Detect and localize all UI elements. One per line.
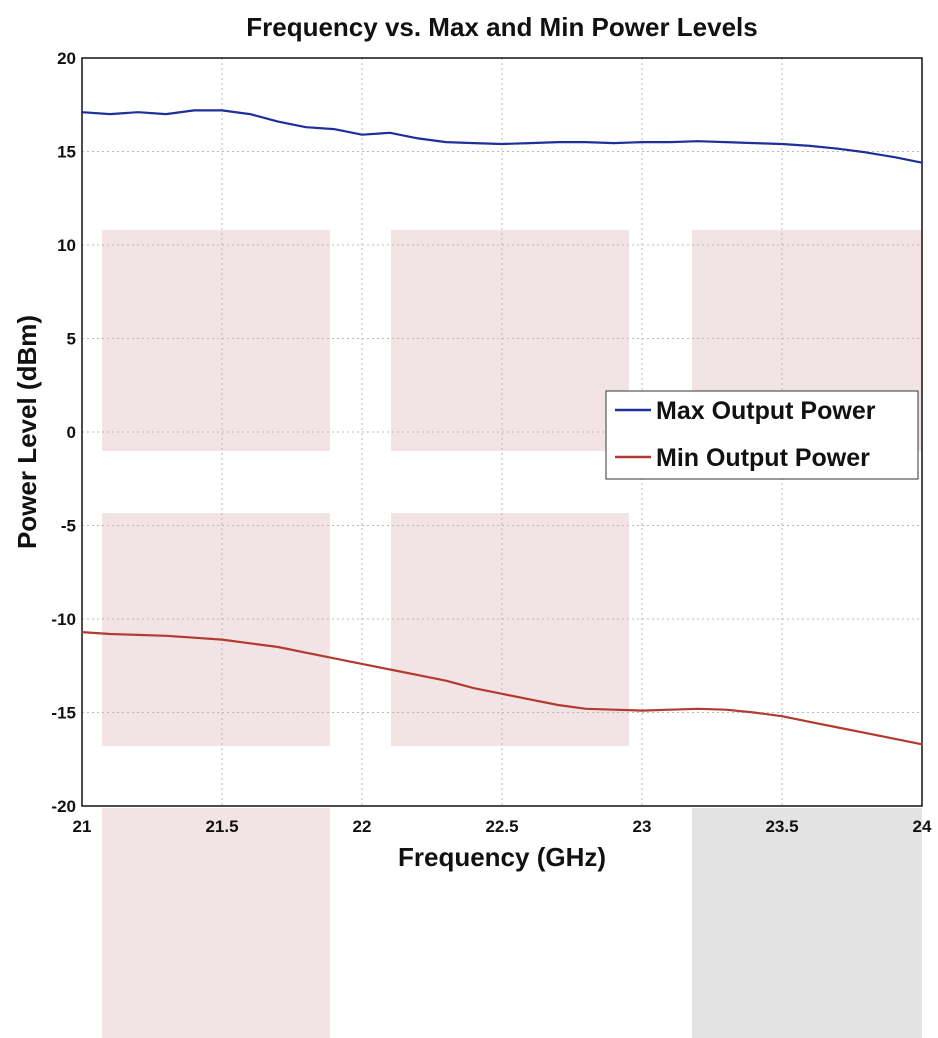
y-tick-label: 10	[57, 236, 76, 255]
bg-block	[391, 513, 629, 746]
y-tick-label: -15	[51, 704, 76, 723]
bg-block	[102, 230, 330, 451]
y-tick-label: -10	[51, 610, 76, 629]
chart-title: Frequency vs. Max and Min Power Levels	[246, 12, 758, 42]
y-tick-labels: -20 -15 -10 -5 0 5 10 15 20	[51, 49, 76, 816]
x-tick-label: 24	[913, 817, 932, 836]
series-line-min-output-power	[80, 630, 924, 746]
x-tick-label: 21	[73, 817, 92, 836]
legend-label-max: Max Output Power	[656, 397, 876, 425]
x-tick-labels: 21 21.5 22 22.5 23 23.5 24	[73, 817, 932, 836]
x-tick-label: 23	[633, 817, 652, 836]
y-tick-label: -5	[61, 517, 76, 536]
y-tick-label: 20	[57, 49, 76, 68]
x-tick-label: 22.5	[485, 817, 518, 836]
bg-block	[692, 808, 922, 1038]
legend-label-min: Min Output Power	[656, 444, 870, 472]
x-tick-label: 22	[353, 817, 372, 836]
series-line-max-output-power	[80, 109, 924, 164]
bg-block	[102, 808, 330, 1038]
background-blocks	[102, 230, 922, 1038]
y-tick-label: -20	[51, 797, 76, 816]
x-axis-label: Frequency (GHz)	[398, 842, 606, 872]
y-axis-label: Power Level (dBm)	[12, 315, 42, 549]
legend-box	[605, 390, 919, 480]
bg-block	[102, 513, 330, 746]
series-lines	[80, 109, 924, 746]
y-tick-label: 0	[67, 423, 76, 442]
plot-frame	[81, 57, 923, 807]
y-tick-label: 5	[67, 330, 76, 349]
bg-block	[391, 230, 629, 451]
legend: Max Output Power Min Output Power	[605, 390, 919, 480]
grid-lines	[82, 58, 922, 806]
x-tick-label: 21.5	[205, 817, 238, 836]
y-tick-label: 15	[57, 143, 76, 162]
x-tick-label: 23.5	[765, 817, 798, 836]
